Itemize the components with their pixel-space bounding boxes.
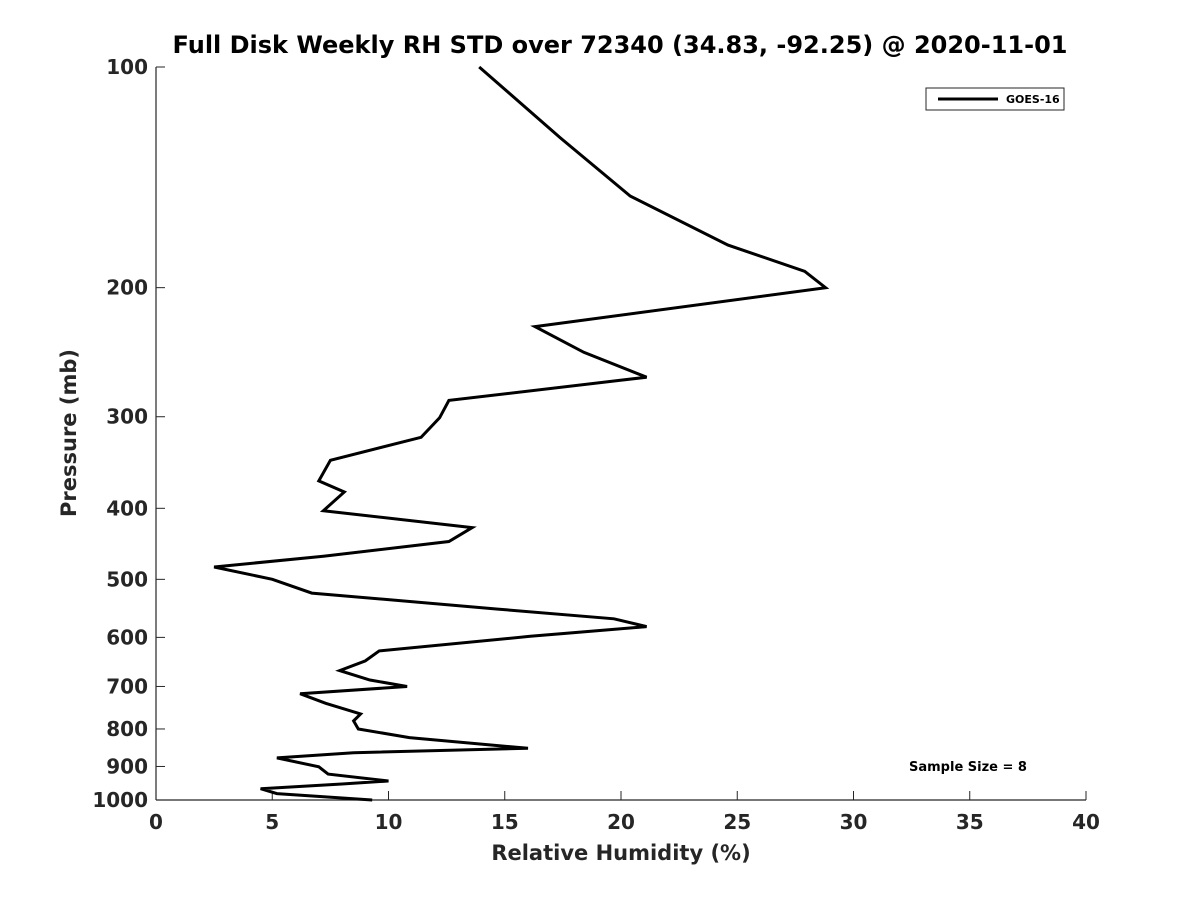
sample-size-annotation: Sample Size = 8 [909, 760, 1027, 775]
y-tick-label: 900 [106, 754, 148, 778]
legend-label-goes-16: GOES-16 [1006, 93, 1060, 106]
x-axis-ticks: 0 5 10 15 20 25 30 35 40 [149, 791, 1100, 834]
x-tick-label: 15 [491, 810, 519, 834]
y-tick-label: 800 [106, 717, 148, 741]
y-axis-ticks: 100 200 300 400 500 600 700 800 900 1000 [92, 55, 165, 812]
y-tick-label: 700 [106, 674, 148, 698]
x-tick-label: 30 [840, 810, 868, 834]
x-tick-label: 0 [149, 810, 163, 834]
x-tick-label: 10 [375, 810, 403, 834]
chart-title: Full Disk Weekly RH STD over 72340 (34.8… [173, 31, 1068, 59]
y-tick-label: 400 [106, 496, 148, 520]
x-tick-label: 20 [607, 810, 635, 834]
x-tick-label: 40 [1072, 810, 1100, 834]
y-tick-label: 1000 [92, 788, 148, 812]
x-tick-label: 5 [265, 810, 279, 834]
series-line-goes-16 [213, 65, 830, 802]
y-tick-label: 600 [106, 625, 148, 649]
y-tick-label: 500 [106, 567, 148, 591]
x-tick-label: 25 [723, 810, 751, 834]
x-axis-label: Relative Humidity (%) [491, 841, 750, 865]
y-tick-label: 200 [106, 276, 148, 300]
y-tick-label: 100 [106, 55, 148, 79]
x-tick-label: 35 [956, 810, 984, 834]
y-tick-label: 300 [106, 405, 148, 429]
legend: GOES-16 [925, 87, 1065, 111]
y-axis-label: Pressure (mb) [57, 349, 81, 517]
plot-area [156, 67, 1086, 800]
series-layer [213, 65, 830, 802]
